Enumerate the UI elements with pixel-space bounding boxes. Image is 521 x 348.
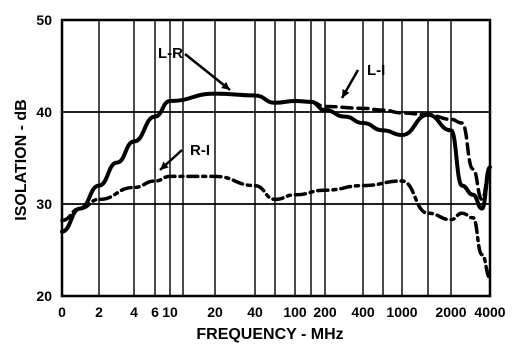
x-tick-label: 4 xyxy=(130,304,138,320)
plot-lines xyxy=(60,91,492,280)
y-tick-labels: 20 30 40 50 xyxy=(36,12,52,304)
x-tick-label: 200 xyxy=(313,304,337,320)
y-tick-label: 50 xyxy=(36,12,52,28)
x-tick-label: 2 xyxy=(95,304,103,320)
annotation-arrowhead xyxy=(342,89,350,98)
x-tick-label: 0 xyxy=(58,304,66,320)
plot-frame xyxy=(60,18,492,298)
x-tick-labels: 0 2 4 6 10 20 40 100 200 400 1000 2000 4000 xyxy=(58,304,506,320)
x-tick-label: 1000 xyxy=(386,304,417,320)
y-tick-label: 40 xyxy=(36,104,52,120)
x-tick-label: 6 xyxy=(151,304,159,320)
x-tick-label: 400 xyxy=(351,304,375,320)
y-axis-label: ISOLATION - dB xyxy=(13,99,30,220)
series-line-r-i xyxy=(60,174,492,280)
annotation-leader xyxy=(184,53,231,91)
annotation-label: L-I xyxy=(367,62,385,79)
x-tick-label: 100 xyxy=(283,304,307,320)
annotation-label: L-R xyxy=(158,45,183,62)
x-tick-label: 20 xyxy=(207,304,223,320)
y-tick-label: 30 xyxy=(36,196,52,212)
annotation-arrowhead xyxy=(221,81,230,90)
series-line-l-i xyxy=(293,99,492,202)
x-tick-label: 4000 xyxy=(474,304,505,320)
y-tick-label: 20 xyxy=(36,288,52,304)
grid xyxy=(60,18,492,298)
x-tick-label: 2000 xyxy=(435,304,466,320)
annotations: L-R L-I R-I xyxy=(158,45,385,171)
x-axis-label: FREQUENCY - MHz xyxy=(196,326,343,343)
annotation-arrowhead xyxy=(160,161,169,170)
x-tick-label: 40 xyxy=(247,304,263,320)
x-tick-label: 10 xyxy=(162,304,178,320)
annotation-label: R-I xyxy=(190,142,210,159)
